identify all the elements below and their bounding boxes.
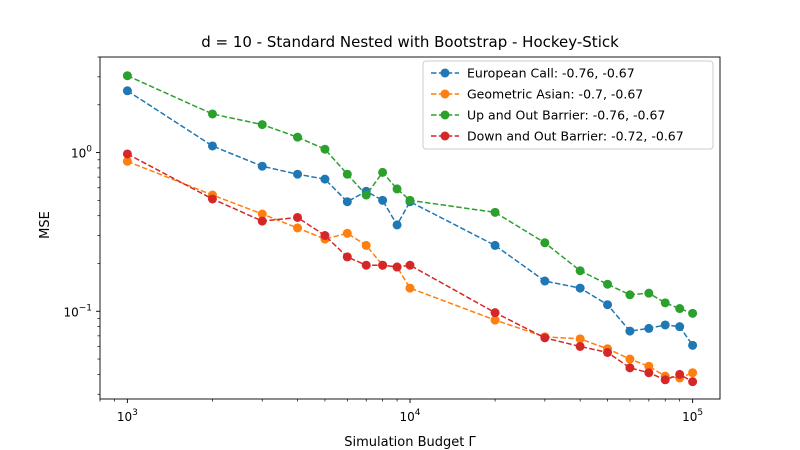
series-2-point (490, 207, 500, 217)
series-3-point (575, 341, 585, 351)
legend-label-0: European Call: -0.76, -0.67 (467, 66, 635, 81)
plot-area: 103 104 105 10−1 100 (63, 56, 721, 424)
series-0-point (392, 220, 402, 230)
series-1-point (342, 228, 352, 238)
series-3-point (688, 377, 698, 387)
legend-marker-2 (440, 110, 450, 120)
x-axis-label: Simulation Budget Γ (344, 435, 476, 450)
legend-marker-1 (440, 89, 450, 99)
series-2-point (207, 109, 217, 119)
series-0-point (675, 322, 685, 332)
legend-marker-0 (440, 68, 450, 78)
series-0-point (660, 320, 670, 330)
series-2-point (660, 298, 670, 308)
series-0-point (603, 300, 613, 310)
series-3-point (257, 216, 267, 226)
series-1-point (625, 354, 635, 364)
series-2-point (342, 169, 352, 179)
series-3-point (122, 149, 132, 159)
series-2-point (257, 120, 267, 130)
legend-label-3: Down and Out Barrier: -0.72, -0.67 (467, 129, 684, 144)
series-2-point (378, 167, 388, 177)
series-2-point (320, 144, 330, 154)
series-3-point (540, 333, 550, 343)
series-0-point (378, 195, 388, 205)
series-3-point (392, 262, 402, 272)
series-1-point (257, 209, 267, 219)
series-0-point (293, 169, 303, 179)
series-0-point (122, 86, 132, 96)
y-tick-label: 10−1 (63, 303, 92, 319)
series-3-point (675, 369, 685, 379)
series-1-point (644, 361, 654, 371)
legend-label-2: Up and Out Barrier: -0.76, -0.67 (467, 108, 665, 123)
x-tick-label: 104 (399, 408, 420, 424)
series-3-point (660, 375, 670, 385)
series-1-point (361, 240, 371, 250)
series-3-point (490, 308, 500, 318)
series-0-point (625, 326, 635, 336)
series-0-point (257, 161, 267, 171)
series-2-point (122, 71, 132, 81)
legend-marker-3 (440, 131, 450, 141)
legend-label-1: Geometric Asian: -0.7, -0.67 (467, 87, 643, 102)
series-3-point (207, 194, 217, 204)
series-0-point (540, 276, 550, 286)
series-0-point (644, 323, 654, 333)
series-2-point (675, 304, 685, 314)
series-2-point (405, 195, 415, 205)
x-tick-label: 103 (117, 408, 138, 424)
y-tick-label: 100 (71, 145, 92, 161)
series-0-point (342, 197, 352, 207)
series-2-point (540, 238, 550, 248)
series-2-point (361, 190, 371, 200)
series-1-point (293, 223, 303, 233)
series-2-point (392, 184, 402, 194)
chart-title: d = 10 - Standard Nested with Bootstrap … (201, 33, 619, 51)
series-1-point (405, 283, 415, 293)
series-2-point (293, 132, 303, 142)
series-3-point (644, 368, 654, 378)
series-1-point (122, 156, 132, 166)
legend-box (422, 60, 714, 150)
series-2-point (603, 279, 613, 289)
legend: European Call: -0.76, -0.67 Geometric Asi… (422, 60, 714, 150)
series-0-point (207, 141, 217, 151)
series-2-point (688, 308, 698, 318)
series-0-point (490, 240, 500, 250)
series-2-point (644, 288, 654, 298)
series-3-point (603, 347, 613, 357)
series-3-point (378, 260, 388, 270)
x-tick-label: 105 (682, 408, 703, 424)
series-2-point (625, 290, 635, 300)
y-axis-label: MSE (38, 211, 53, 239)
series-3-point (405, 260, 415, 270)
series-0-point (575, 283, 585, 293)
series-1-point (688, 368, 698, 378)
series-0-point (688, 340, 698, 350)
series-3-point (293, 212, 303, 222)
series-3-point (342, 252, 352, 262)
series-1-point (575, 334, 585, 344)
series-3-point (625, 363, 635, 373)
series-3-point (320, 231, 330, 241)
series-1-point (490, 315, 500, 325)
series-2-point (575, 266, 585, 276)
series-3-point (361, 260, 371, 270)
series-0-point (320, 174, 330, 184)
